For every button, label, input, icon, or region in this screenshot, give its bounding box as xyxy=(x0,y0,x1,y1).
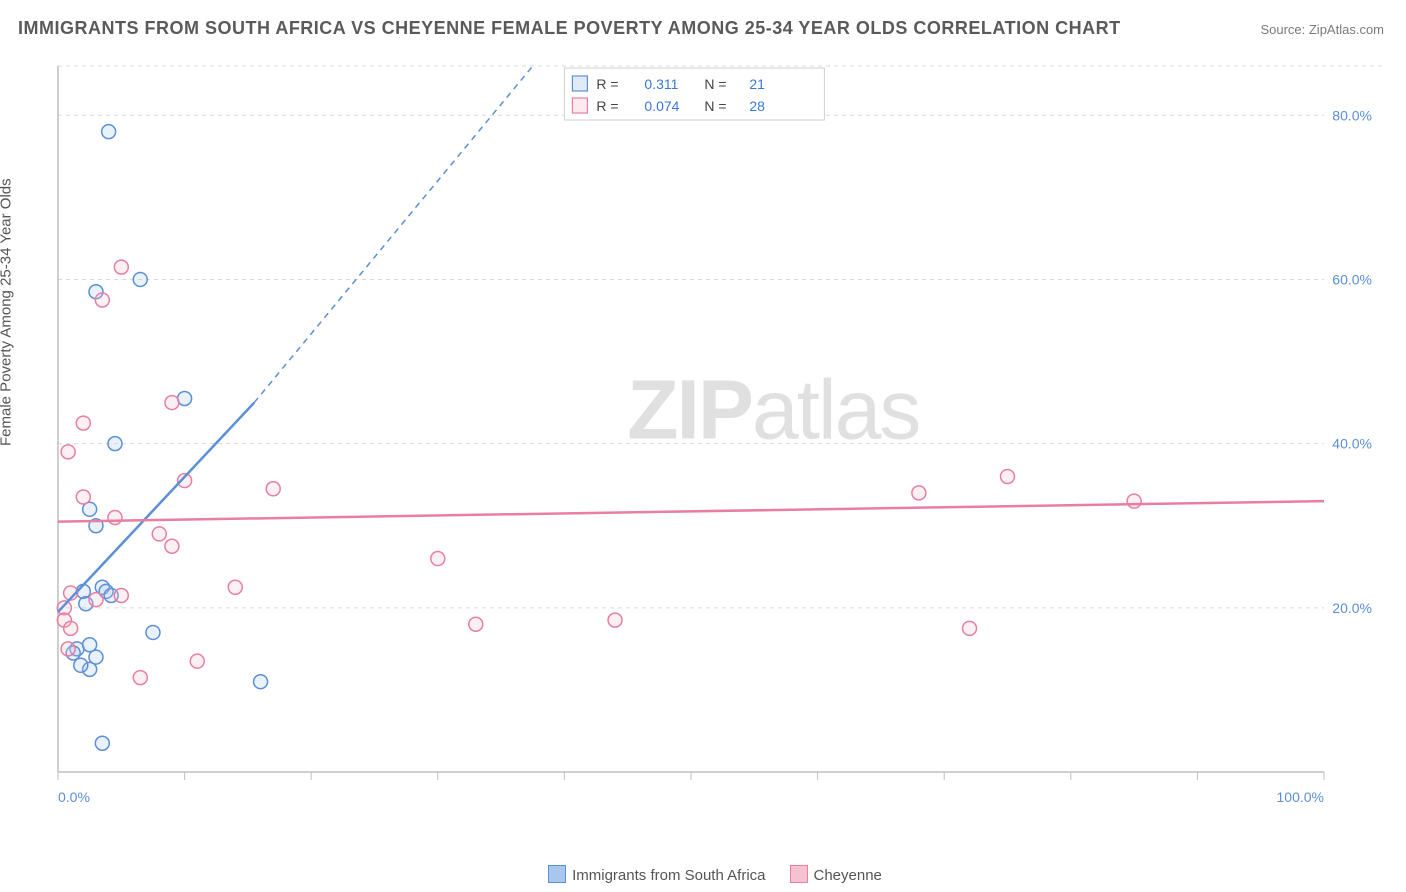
scatter-point xyxy=(146,625,160,639)
trend-line xyxy=(58,501,1324,522)
scatter-point xyxy=(469,617,483,631)
scatter-point xyxy=(431,552,445,566)
scatter-point xyxy=(228,580,242,594)
scatter-point xyxy=(95,293,109,307)
bottom-legend-label: Immigrants from South Africa xyxy=(572,867,765,884)
legend-swatch xyxy=(572,76,587,91)
scatter-point xyxy=(76,490,90,504)
scatter-point xyxy=(254,675,268,689)
legend-swatch xyxy=(572,98,587,113)
legend-n-label: N = xyxy=(704,98,726,114)
scatter-point xyxy=(108,437,122,451)
legend-r-value: 0.074 xyxy=(644,98,679,114)
bottom-legend-swatch xyxy=(790,865,808,883)
chart-title: IMMIGRANTS FROM SOUTH AFRICA VS CHEYENNE… xyxy=(18,18,1121,39)
scatter-point xyxy=(912,486,926,500)
scatter-point xyxy=(64,621,78,635)
legend-n-value: 28 xyxy=(749,98,765,114)
scatter-point xyxy=(61,642,75,656)
scatter-point xyxy=(114,589,128,603)
chart-container: IMMIGRANTS FROM SOUTH AFRICA VS CHEYENNE… xyxy=(0,0,1406,892)
scatter-point xyxy=(133,671,147,685)
source-attribution: Source: ZipAtlas.com xyxy=(1260,22,1384,37)
scatter-point xyxy=(108,511,122,525)
chart-svg: 0.0% 100.0% 20.0% 40.0% 60.0% 80.0% R = 0.311 N … xyxy=(48,58,1384,836)
scatter-point xyxy=(61,445,75,459)
legend-r-label: R = xyxy=(596,98,618,114)
bottom-legend-label: Cheyenne xyxy=(814,867,882,884)
legend-n-value: 21 xyxy=(749,76,765,92)
scatter-point xyxy=(133,272,147,286)
scatter-point xyxy=(74,658,88,672)
scatter-point xyxy=(165,539,179,553)
scatter-point xyxy=(1127,494,1141,508)
scatter-point xyxy=(178,391,192,405)
scatter-point xyxy=(963,621,977,635)
x-tick-label: 100.0% xyxy=(1277,789,1324,805)
trend-line-ext xyxy=(254,66,533,403)
legend-n-label: N = xyxy=(704,76,726,92)
y-tick-label: 80.0% xyxy=(1332,107,1372,123)
y-tick-label: 20.0% xyxy=(1332,600,1372,616)
scatter-point xyxy=(76,416,90,430)
scatter-point xyxy=(95,736,109,750)
legend-r-label: R = xyxy=(596,76,618,92)
y-axis-label: Female Poverty Among 25-34 Year Olds xyxy=(0,178,15,446)
bottom-legend: Immigrants from South Africa Cheyenne xyxy=(0,865,1406,884)
scatter-point xyxy=(89,593,103,607)
scatter-point xyxy=(1001,469,1015,483)
scatter-point xyxy=(266,482,280,496)
scatter-point xyxy=(114,260,128,274)
scatter-point xyxy=(190,654,204,668)
bottom-legend-swatch xyxy=(548,865,566,883)
x-tick-label: 0.0% xyxy=(58,789,90,805)
scatter-point xyxy=(165,396,179,410)
y-tick-label: 60.0% xyxy=(1332,271,1372,287)
y-tick-label: 40.0% xyxy=(1332,436,1372,452)
legend-r-value: 0.311 xyxy=(644,76,678,92)
scatter-point xyxy=(102,125,116,139)
plot-area: 0.0% 100.0% 20.0% 40.0% 60.0% 80.0% R = 0.311 N … xyxy=(48,58,1384,836)
scatter-point xyxy=(608,613,622,627)
scatter-point xyxy=(152,527,166,541)
